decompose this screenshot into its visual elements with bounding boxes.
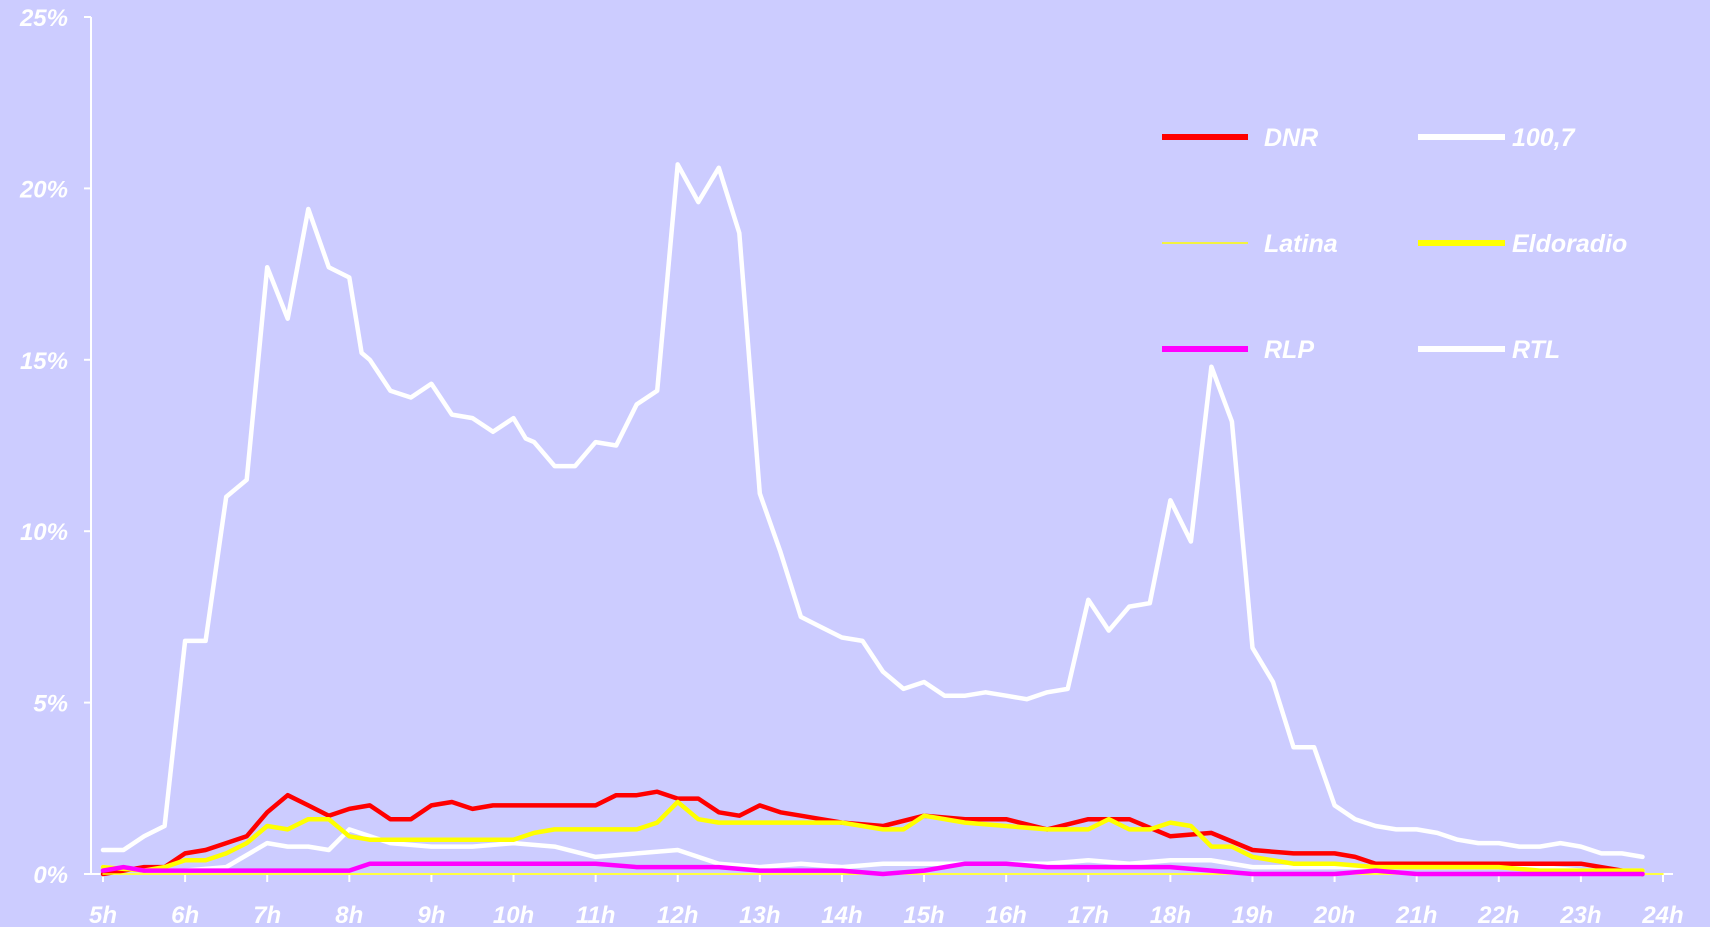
x-tick-label: 7h: [253, 902, 281, 927]
series-line-dnr: [100, 789, 1645, 877]
legend-label-rlp: RLP: [1264, 336, 1314, 364]
x-tick-label: 23h: [1559, 902, 1601, 927]
y-tick-label: 5%: [33, 691, 68, 718]
x-tick-label: 9h: [417, 902, 445, 927]
legend-label-eldoradio: Eldoradio: [1512, 230, 1627, 258]
x-tick-label: 12h: [657, 902, 698, 927]
x-tick-label: 16h: [985, 902, 1026, 927]
x-tick-label: 13h: [739, 902, 780, 927]
x-tick-label: 11h: [576, 902, 616, 927]
x-tick-label: 17h: [1068, 902, 1109, 927]
legend-label-100-7: 100,7: [1512, 124, 1576, 152]
legend-label-latina: Latina: [1264, 230, 1338, 258]
x-tick-label: 24h: [1641, 902, 1683, 927]
x-tick-label: 15h: [903, 902, 944, 927]
y-tick-label: 15%: [20, 348, 68, 375]
x-tick-label: 6h: [171, 902, 199, 927]
x-tick-label: 20h: [1313, 902, 1355, 927]
series-line-eldoradio: [100, 799, 1645, 873]
x-tick-label: 18h: [1150, 902, 1191, 927]
x-tick-label: 19h: [1232, 902, 1273, 927]
x-tick-label: 5h: [89, 902, 117, 927]
x-tick-label: 14h: [821, 902, 862, 927]
legend-label-dnr: DNR: [1264, 124, 1318, 152]
y-tick-label: 0%: [33, 862, 68, 889]
axes: 0% 5% 10% 15% 20% 25% 5h 6h 7h 8h 9h 10h 11h 12h 13h 14…: [19, 5, 1684, 927]
x-tick-label: 10h: [493, 902, 534, 927]
y-tick-label: 25%: [19, 5, 68, 32]
y-tick-label: 20%: [19, 176, 68, 203]
series-layer: [100, 162, 1664, 877]
series-line-rlp: [100, 861, 1645, 877]
x-tick-label: 22h: [1477, 902, 1519, 927]
x-tick-label: 8h: [335, 902, 363, 927]
y-tick-label: 10%: [20, 519, 68, 546]
legend: DNR 100,7 Latina Eldoradio RLP RTL: [1162, 124, 1627, 364]
series-line-rtl: [100, 162, 1645, 860]
legend-label-rtl: RTL: [1512, 336, 1560, 364]
x-tick-label: 21h: [1395, 902, 1437, 927]
